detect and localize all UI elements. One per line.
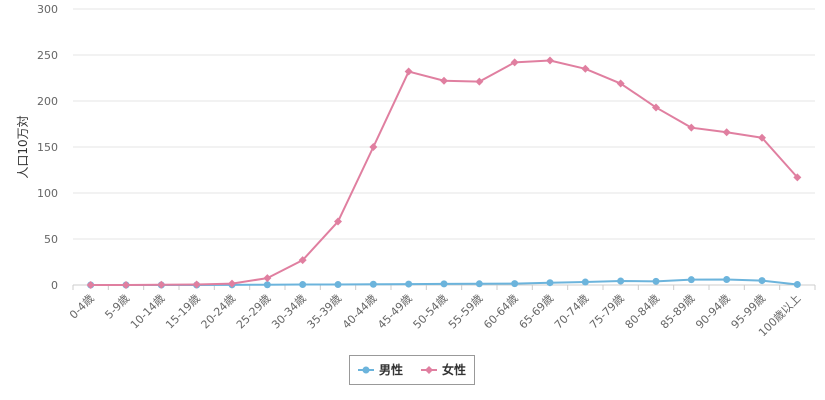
data-point[interactable]: [793, 173, 802, 182]
data-point[interactable]: [616, 79, 625, 88]
x-tick-label: 30-34歳: [269, 292, 309, 332]
data-point[interactable]: [652, 277, 660, 285]
data-point[interactable]: [723, 275, 731, 283]
data-point[interactable]: [298, 256, 307, 265]
x-tick-label: 55-59歳: [446, 292, 486, 332]
y-tick-label: 200: [37, 95, 58, 108]
legend[interactable]: 男性 女性: [349, 355, 475, 385]
data-point[interactable]: [511, 280, 519, 288]
data-point[interactable]: [369, 280, 377, 288]
data-point[interactable]: [581, 278, 589, 286]
x-tick-label: 50-54歳: [411, 292, 451, 332]
x-tick-label: 85-89歳: [658, 292, 698, 332]
series-group: [86, 56, 802, 289]
data-point[interactable]: [758, 133, 766, 142]
legend-item-1[interactable]: 男性: [358, 362, 403, 377]
legend-marker: [362, 366, 370, 374]
data-point[interactable]: [617, 277, 625, 285]
legend-label: 女性: [442, 362, 466, 377]
x-tick-label: 15-19歳: [163, 292, 203, 332]
data-point[interactable]: [546, 56, 554, 65]
data-point[interactable]: [440, 76, 448, 85]
data-point[interactable]: [404, 67, 413, 76]
x-tick-label: 45-49歳: [375, 292, 415, 332]
x-tick-label: 90-94歳: [693, 292, 733, 332]
y-axis-ticks: 0 50 100 150 200 250 300: [37, 3, 58, 292]
x-tick-label: 60-64歳: [481, 292, 521, 332]
series-2: [86, 56, 802, 289]
x-tick-label: 80-84歳: [623, 292, 663, 332]
data-point[interactable]: [369, 143, 378, 151]
data-point[interactable]: [334, 217, 342, 226]
y-tick-label: 150: [37, 141, 58, 154]
data-point[interactable]: [581, 64, 590, 73]
data-point[interactable]: [475, 77, 484, 86]
x-tick-label: 0-4歳: [67, 292, 97, 322]
data-point[interactable]: [475, 280, 483, 288]
data-point[interactable]: [758, 277, 766, 285]
data-point[interactable]: [263, 274, 272, 283]
data-point[interactable]: [299, 281, 307, 289]
legend-label: 男性: [379, 362, 403, 377]
data-point[interactable]: [334, 281, 342, 289]
x-tick-label: 35-39歳: [305, 292, 345, 332]
x-tick-label: 75-79歳: [587, 292, 627, 332]
data-point[interactable]: [122, 281, 130, 289]
data-point[interactable]: [652, 103, 660, 112]
y-tick-label: 0: [51, 279, 58, 292]
series-1: [87, 275, 801, 289]
data-point[interactable]: [86, 281, 95, 289]
y-tick-label: 50: [44, 233, 58, 246]
data-point[interactable]: [687, 123, 696, 132]
x-tick-label: 10-14歳: [128, 292, 168, 332]
data-point[interactable]: [263, 281, 271, 289]
data-point[interactable]: [157, 280, 166, 289]
data-point[interactable]: [440, 280, 448, 288]
data-point[interactable]: [793, 280, 801, 288]
x-axis-ticks: 0-4歳 5-9歳10-14歳15-19歳20-24歳25-29歳30-34歳35…: [67, 292, 803, 339]
data-point[interactable]: [546, 279, 554, 287]
y-tick-label: 300: [37, 3, 58, 16]
data-point[interactable]: [510, 58, 519, 67]
x-tick-label: 40-44歳: [340, 292, 380, 332]
data-point[interactable]: [405, 280, 413, 288]
x-tick-label: 65-69歳: [517, 292, 557, 332]
data-point[interactable]: [687, 276, 695, 284]
legend-marker: [425, 366, 433, 374]
x-tick-label: 20-24歳: [199, 292, 239, 332]
y-tick-label: 250: [37, 49, 58, 62]
x-tick-label: 25-29歳: [234, 292, 274, 332]
data-point[interactable]: [228, 279, 236, 288]
data-point[interactable]: [192, 280, 201, 289]
grid-lines: [73, 8, 815, 286]
legend-item-2[interactable]: 女性: [421, 362, 466, 377]
y-tick-label: 100: [37, 187, 58, 200]
x-tick-label: 5-9歳: [102, 292, 132, 322]
y-axis-label: 人口10万対: [16, 115, 30, 178]
x-tick-label: 70-74歳: [552, 292, 592, 332]
data-point[interactable]: [722, 128, 731, 137]
series-line: [90, 59, 799, 286]
